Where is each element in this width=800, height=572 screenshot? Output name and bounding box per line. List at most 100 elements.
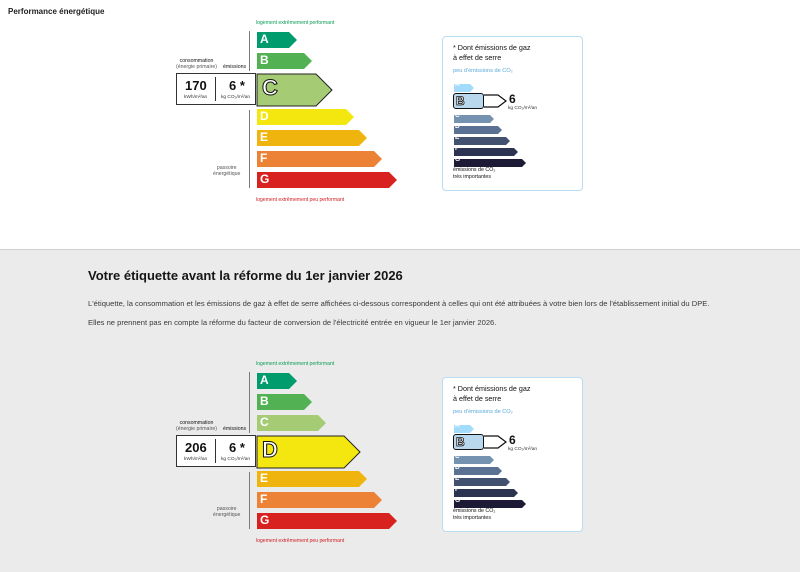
ges-footer-line-2: très importantes — [453, 174, 491, 180]
ges-class-letter: E — [455, 134, 460, 141]
energy-class-b: B — [256, 393, 313, 410]
emissions-value: 6 * — [229, 78, 245, 93]
energy-class-letter: B — [260, 394, 269, 408]
emissions-unit: kg CO₂/m²/an — [221, 457, 251, 462]
consumption-value: 170 — [185, 78, 207, 93]
ges-class-letter: C — [455, 112, 460, 119]
ges-class-selected-b: B — [453, 93, 484, 109]
energy-class-selected-d: D — [256, 435, 361, 474]
scale-line-bottom — [249, 110, 250, 188]
energy-class-a: A — [256, 31, 298, 48]
ges-class-g: G — [453, 155, 527, 167]
passoire-line-2: énergétique — [213, 171, 241, 177]
energy-class-selected-c: C — [256, 73, 333, 112]
emissions-label: émissions — [223, 426, 247, 432]
scale-line-bottom — [249, 472, 250, 529]
ges-unit: kg CO₂/m²/an — [508, 447, 538, 452]
ges-class-c: C — [453, 111, 495, 123]
ges-title-line-2: à effet de serre — [453, 53, 502, 62]
reform-section: Votre étiquette avant la réforme du 1er … — [0, 250, 800, 572]
energy-class-g: G — [256, 512, 398, 529]
ges-pointer-arrow — [484, 435, 507, 449]
consumption-box: 206 kWh/m²/an 6 * kg CO₂/m²/an — [176, 435, 256, 467]
ges-class-letter: B — [456, 435, 465, 450]
bottom-caption: logement extrêmement peu performant — [256, 538, 345, 544]
energy-class-letter: B — [260, 53, 269, 67]
ges-footer: émissions de CO₂ très importantes — [453, 508, 495, 522]
ges-class-letter: D — [455, 123, 460, 130]
ges-title-line-2: à effet de serre — [453, 394, 502, 403]
consumption-box: 170 kWh/m²/an 6 * kg CO₂/m²/an — [176, 73, 256, 105]
ges-value: 6 — [509, 92, 516, 106]
energy-class-d: D — [256, 108, 355, 125]
ges-title: * Dont émissions de gaz à effet de serre — [453, 384, 531, 404]
consumption-label: consommation (énergie primaire) — [176, 420, 217, 432]
energy-class-e: E — [256, 470, 368, 487]
emissions-label: émissions — [223, 64, 247, 70]
passoire-line-2: énergétique — [213, 512, 241, 518]
ges-footer-line-2: très importantes — [453, 515, 491, 521]
consumption-label-text: consommation — [179, 420, 214, 426]
reform-paragraph-2: Elles ne prennent pas en compte la réfor… — [88, 318, 497, 327]
ges-class-letter: B — [456, 94, 465, 109]
emissions-unit: kg CO₂/m²/an — [221, 95, 251, 100]
ges-class-d: D — [453, 122, 503, 134]
energy-class-letter: G — [260, 513, 270, 527]
emissions-value: 6 * — [229, 440, 245, 455]
ges-class-letter: D — [455, 464, 460, 471]
energy-class-letter: E — [260, 471, 269, 485]
ges-class-selected-b: B — [453, 434, 484, 450]
energy-class-letter: C — [262, 75, 279, 101]
energy-class-letter: D — [260, 109, 269, 123]
energy-class-g: G — [256, 171, 398, 188]
energy-class-letter: G — [260, 172, 270, 186]
ges-class-a: A — [453, 421, 475, 433]
section-divider — [0, 249, 800, 250]
ges-value: 6 — [509, 433, 516, 447]
ges-class-letter: A — [455, 422, 460, 429]
passoire-label: passoire énergétique — [213, 506, 240, 518]
ges-title-line-1: * Dont émissions de gaz — [453, 384, 531, 393]
ges-pointer-arrow — [484, 94, 507, 108]
energy-class-e: E — [256, 129, 368, 146]
reform-paragraph-1: L'étiquette, la consommation et les émis… — [88, 299, 710, 308]
energy-class-letter: F — [260, 492, 268, 506]
ges-class-e: E — [453, 474, 511, 486]
top-caption: logement extrêmement performant — [256, 361, 335, 367]
ges-footer-line-1: émissions de CO₂ — [453, 508, 496, 514]
consumption-value: 206 — [185, 440, 207, 455]
ges-class-c: C — [453, 452, 495, 464]
box-separator — [215, 77, 216, 101]
energy-class-letter: D — [262, 437, 279, 463]
ges-unit: kg CO₂/m²/an — [508, 106, 538, 111]
ges-subtitle: peu d'émissions de CO₂ — [453, 409, 513, 415]
energy-class-f: F — [256, 150, 383, 167]
ges-class-f: F — [453, 144, 519, 156]
reform-title: Votre étiquette avant la réforme du 1er … — [88, 268, 403, 283]
consumption-unit: kWh/m²/an — [184, 95, 208, 100]
ges-class-letter: A — [455, 81, 460, 88]
ges-class-a: A — [453, 80, 475, 92]
ges-class-d: D — [453, 463, 503, 475]
ges-box: * Dont émissions de gaz à effet de serre p… — [442, 377, 583, 532]
ges-title-line-1: * Dont émissions de gaz — [453, 43, 531, 52]
consumption-sub-text: (énergie primaire) — [176, 426, 217, 432]
ges-subtitle: peu d'émissions de CO₂ — [453, 68, 513, 74]
ges-class-letter: C — [455, 453, 460, 460]
ges-class-letter: G — [455, 156, 461, 163]
ges-class-letter: F — [455, 145, 459, 152]
top-caption: logement extrêmement performant — [256, 20, 335, 26]
energy-label-before-reform: logement extrêmement performant A B C D 206 kW… — [0, 361, 800, 551]
bottom-caption: logement extrêmement peu performant — [256, 197, 345, 203]
ges-box: * Dont émissions de gaz à effet de serre p… — [442, 36, 583, 191]
ges-title: * Dont émissions de gaz à effet de serre — [453, 43, 531, 63]
consumption-unit: kWh/m²/an — [184, 457, 208, 462]
ges-footer-line-1: émissions de CO₂ — [453, 167, 496, 173]
page-title: Performance énergétique — [8, 7, 105, 16]
energy-label-current: logement extrêmement performant A B C 170 kWh… — [0, 20, 800, 210]
passoire-line-1: passoire — [216, 506, 237, 512]
ges-class-letter: G — [455, 497, 461, 504]
energy-class-f: F — [256, 491, 383, 508]
energy-class-a: A — [256, 372, 298, 389]
scale-line-top — [249, 31, 250, 71]
